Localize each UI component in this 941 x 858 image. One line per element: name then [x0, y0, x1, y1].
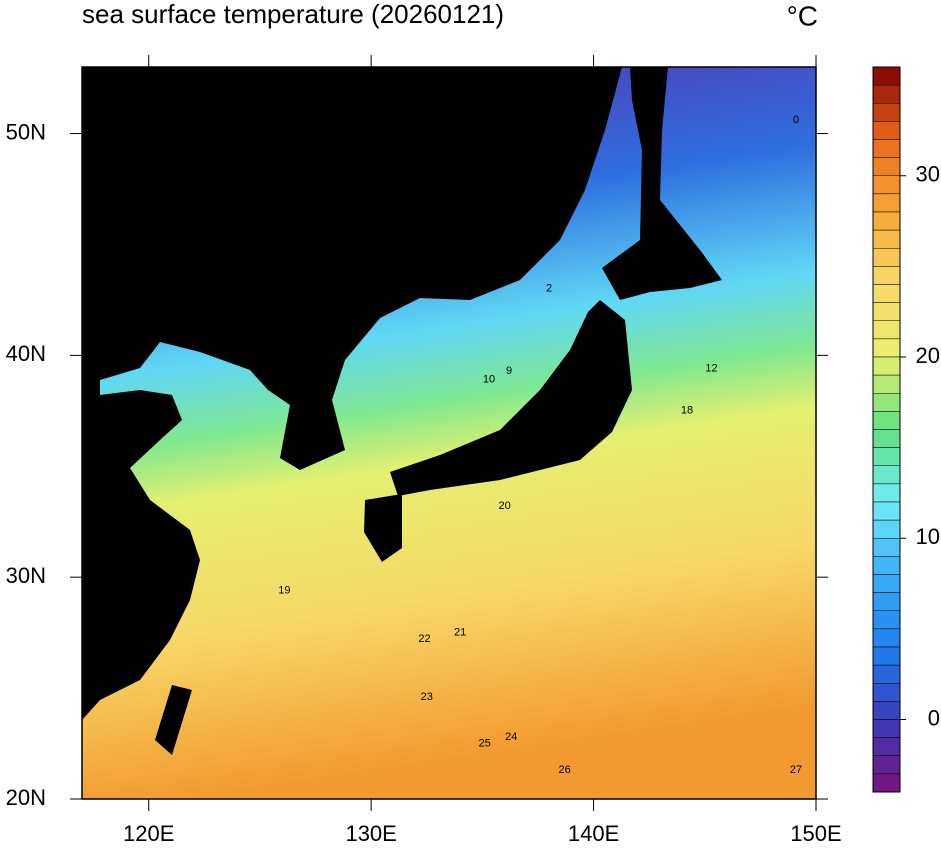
colorbar-box — [872, 646, 901, 666]
colorbar-tick-label: 20 — [916, 343, 940, 368]
colorbar-box — [872, 338, 901, 358]
colorbar-frame — [872, 66, 901, 793]
contour-label: 19 — [278, 584, 290, 596]
colorbar-box — [872, 175, 901, 195]
colorbar-box — [872, 701, 901, 720]
colorbar-box — [872, 302, 901, 321]
contour-label: 18 — [681, 405, 693, 417]
colorbar-box — [872, 103, 901, 122]
y-tick-label: 20N — [6, 785, 46, 810]
colorbar-box — [872, 157, 901, 176]
colorbar-box — [872, 374, 901, 394]
colorbar-box — [872, 320, 901, 340]
colorbar-box — [872, 519, 901, 539]
title: sea surface temperature (20260121) — [82, 0, 504, 29]
contour-label: 27 — [790, 764, 802, 776]
colorbar-box — [872, 211, 901, 231]
colorbar-box — [872, 84, 901, 104]
colorbar-box — [872, 411, 901, 430]
colorbar-box — [872, 556, 901, 575]
unit: °C — [787, 0, 818, 31]
land — [602, 67, 722, 300]
x-tick-label: 140E — [568, 821, 619, 846]
contour-label: 23 — [421, 691, 433, 703]
colorbar-box — [872, 229, 901, 249]
colorbar-box — [872, 429, 901, 448]
contour-label: 24 — [505, 731, 517, 743]
colorbar-box — [872, 121, 901, 140]
colorbar-box — [872, 447, 901, 466]
colorbar-box — [872, 66, 901, 86]
colorbar-tick-label: 30 — [916, 162, 940, 187]
x-tick-label: 150E — [790, 821, 841, 846]
colorbar-box — [872, 356, 901, 376]
y-tick-label: 50N — [6, 119, 46, 144]
contour-label: 12 — [705, 363, 717, 375]
contour-label: 10 — [483, 374, 495, 386]
colorbar-box — [872, 266, 901, 285]
colorbar-box — [872, 483, 901, 503]
land — [82, 67, 622, 720]
colorbar-box — [872, 755, 901, 775]
colorbar-box — [872, 393, 901, 412]
contour-label: 0 — [793, 114, 799, 126]
colorbar-tick-label: 0 — [928, 705, 940, 730]
colorbar-box — [872, 719, 901, 738]
colorbar-box — [872, 193, 901, 213]
colorbar-box — [872, 248, 901, 267]
colorbar-box — [872, 737, 901, 756]
colorbar-box — [872, 538, 901, 557]
colorbar-box — [872, 683, 901, 702]
colorbar-box — [872, 628, 901, 648]
contour-label: 21 — [454, 627, 466, 639]
contour-label: 22 — [418, 633, 430, 645]
colorbar-box — [872, 284, 901, 303]
colorbar-box — [872, 610, 901, 630]
contour-label: 2 — [546, 283, 552, 295]
land — [364, 494, 402, 562]
colorbar-box — [872, 139, 901, 158]
contour-label: 9 — [506, 365, 512, 377]
land — [155, 685, 192, 755]
contour-label: 20 — [498, 500, 510, 512]
colorbar-box — [872, 592, 901, 611]
colorbar-box — [872, 574, 901, 593]
contour-label: 26 — [559, 764, 571, 776]
y-tick-label: 30N — [6, 563, 46, 588]
contour-label: 25 — [478, 737, 490, 749]
land — [390, 300, 632, 496]
colorbar-box — [872, 773, 901, 793]
map-field: 20 21 22 23 24 25 26 27 19 18 12 9 10 0 2 — [82, 67, 816, 799]
colorbar-tick-label: 10 — [916, 524, 940, 549]
x-tick-label: 130E — [345, 821, 396, 846]
x-tick-label: 120E — [123, 821, 174, 846]
colorbar-box — [872, 465, 901, 485]
colorbar-box — [872, 501, 901, 521]
map-frame — [81, 66, 817, 800]
colorbar-box — [872, 664, 901, 684]
y-tick-label: 40N — [6, 341, 46, 366]
